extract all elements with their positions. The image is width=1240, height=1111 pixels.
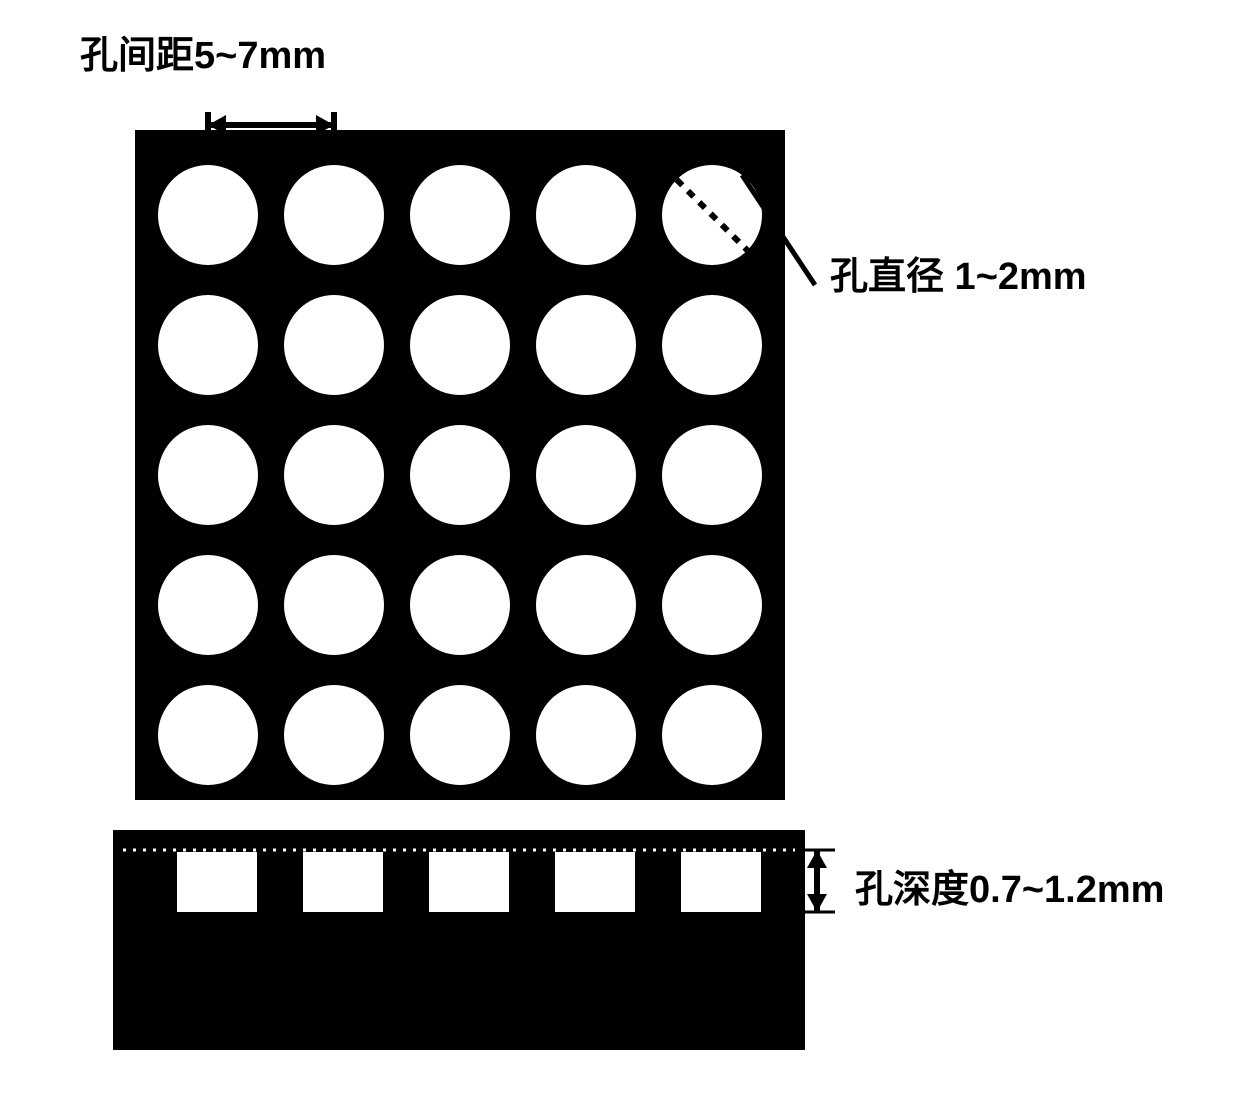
hole bbox=[662, 685, 762, 785]
hole bbox=[158, 685, 258, 785]
hole bbox=[284, 555, 384, 655]
section-hole bbox=[681, 852, 761, 912]
hole bbox=[158, 425, 258, 525]
hole bbox=[662, 425, 762, 525]
label-hole-spacing: 孔间距5~7mm bbox=[80, 24, 326, 79]
section-view bbox=[113, 830, 835, 1050]
hole bbox=[536, 555, 636, 655]
section-hole bbox=[303, 852, 383, 912]
hole bbox=[158, 555, 258, 655]
hole bbox=[284, 685, 384, 785]
hole bbox=[536, 295, 636, 395]
depth-arrow-bottom bbox=[807, 894, 827, 912]
diagram-svg bbox=[0, 0, 1240, 1106]
section-hole bbox=[555, 852, 635, 912]
label-hole-diameter: 孔直径 1~2mm bbox=[830, 245, 1087, 300]
hole bbox=[536, 685, 636, 785]
section-hole bbox=[177, 852, 257, 912]
hole bbox=[662, 295, 762, 395]
hole bbox=[410, 295, 510, 395]
depth-arrow-top bbox=[807, 850, 827, 868]
section-hole bbox=[429, 852, 509, 912]
hole bbox=[536, 165, 636, 265]
hole bbox=[158, 165, 258, 265]
hole bbox=[410, 425, 510, 525]
hole bbox=[158, 295, 258, 395]
hole bbox=[410, 165, 510, 265]
hole bbox=[410, 555, 510, 655]
hole bbox=[410, 685, 510, 785]
hole bbox=[536, 425, 636, 525]
hole bbox=[284, 165, 384, 265]
hole bbox=[662, 555, 762, 655]
label-hole-depth: 孔深度0.7~1.2mm bbox=[855, 858, 1164, 913]
top-view bbox=[135, 112, 815, 800]
hole bbox=[284, 425, 384, 525]
hole bbox=[284, 295, 384, 395]
